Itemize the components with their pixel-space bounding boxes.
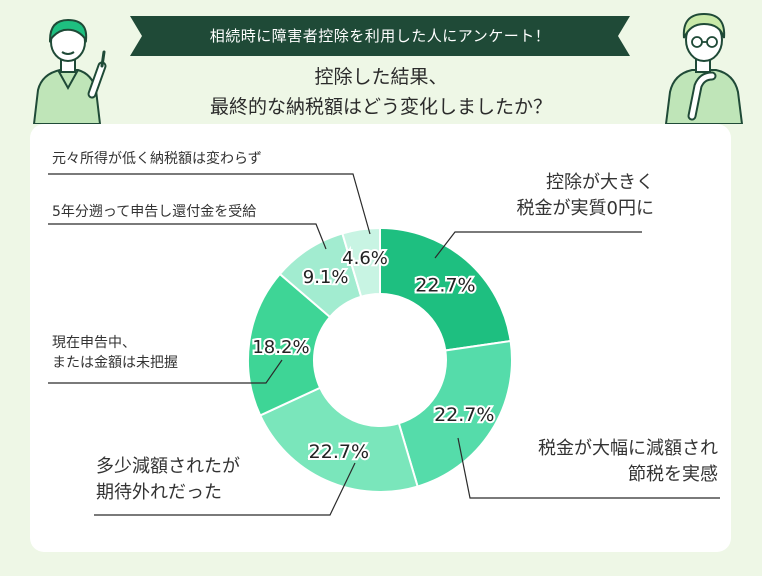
leader-line-5: [48, 223, 327, 250]
value-label-3: 22.7%: [309, 441, 369, 463]
leader-line-1: [434, 231, 642, 259]
leader-line-4: [48, 359, 283, 384]
question-line-2: 最終的な納税額はどう変化しましたか？: [209, 96, 552, 118]
slice-3: [258, 386, 419, 493]
category-label-1: 控除が大きく 税金が実質0円に: [516, 172, 654, 220]
question-text: 控除した結果、 最終的な納税額はどう変化しましたか？: [150, 62, 612, 122]
slice-6: [341, 226, 381, 298]
leader-line-3: [94, 462, 356, 516]
value-label-5: 9.1%: [303, 267, 349, 288]
category-label-2: 税金が大幅に減額され 節税を実感: [538, 438, 718, 486]
banner-title: 相続時に障害者控除を利用した人にアンケート！: [209, 27, 551, 45]
banner-ribbon: [130, 16, 630, 56]
pointing-person-illustration: [32, 18, 107, 124]
slice-2: [397, 339, 513, 488]
leader-line-2: [457, 437, 720, 499]
question-line-1: 控除した結果、: [314, 66, 448, 88]
slice-1: [379, 226, 512, 352]
category-label-3: 多少減額されたが 期待外れだった: [96, 456, 240, 504]
value-label-6: 4.6%: [342, 248, 388, 269]
value-label-4: 18.2%: [252, 337, 309, 358]
title-banner: 相続時に障害者控除を利用した人にアンケート！: [130, 16, 630, 56]
thinking-person-illustration: [664, 12, 744, 124]
value-label-2: 22.7%: [434, 404, 494, 426]
category-label-5: 5年分遡って申告し還付金を受給: [52, 204, 257, 220]
category-label-6: 元々所得が低く納税額は変わらず: [52, 151, 262, 167]
value-label-1: 22.7%: [415, 274, 475, 296]
category-label-4: 現在申告中、 または金額は未把握: [52, 335, 178, 372]
leader-line-6: [48, 173, 371, 235]
